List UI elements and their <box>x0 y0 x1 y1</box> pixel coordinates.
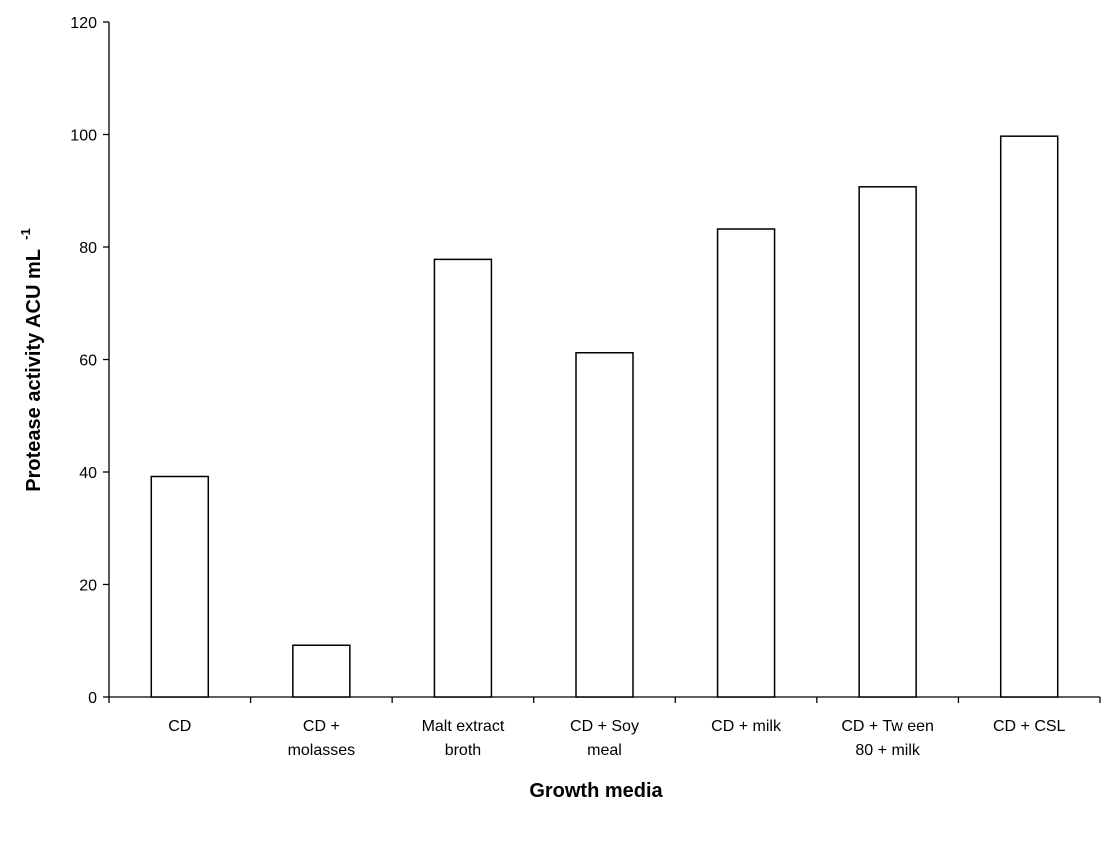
plot-area: 0 20 40 60 80 100 120 CD CD + molasses Malt extra… <box>70 15 1101 759</box>
x-tick-label-line: 80 + milk <box>855 742 920 759</box>
x-tick-label-line: CD + CSL <box>993 718 1066 735</box>
y-tick-label: 0 <box>88 690 97 707</box>
y-axis-title: Protease activity ACU mL -1 <box>18 228 45 491</box>
y-tick-label: 80 <box>79 240 97 257</box>
x-tick-label: Malt extract broth <box>422 718 505 759</box>
bars <box>150 135 1059 698</box>
x-tick-label: CD <box>168 718 191 735</box>
x-tick-label: CD + molasses <box>288 718 356 759</box>
x-tick-label-line: molasses <box>288 742 356 759</box>
x-tick-label-line: meal <box>587 742 622 759</box>
y-axis-title-text: Protease activity ACU mL <box>23 249 45 491</box>
y-tick-label: 120 <box>70 15 97 32</box>
bar <box>999 135 1059 698</box>
x-tick-label-line: CD + Soy <box>570 718 639 735</box>
bar <box>716 228 776 698</box>
x-tick-label: CD + Tw een 80 + milk <box>841 718 934 759</box>
x-tick-label-line: Malt extract <box>422 718 505 735</box>
x-tick-label-line: CD + milk <box>711 718 782 735</box>
x-tick-label: CD + milk <box>711 718 782 735</box>
y-tick-label: 20 <box>79 578 97 595</box>
bar <box>575 352 634 698</box>
y-axis-title-superscript: -1 <box>18 228 33 240</box>
bar <box>858 186 917 698</box>
bar <box>433 258 493 698</box>
x-tick-label: CD + CSL <box>993 718 1066 735</box>
x-axis-title: Growth media <box>529 780 663 802</box>
bar <box>150 475 210 698</box>
x-tick-label-line: CD + Tw een <box>841 718 934 735</box>
x-tick-label-line: broth <box>445 742 481 759</box>
y-tick-label: 40 <box>79 465 97 482</box>
x-tick-label-line: CD + <box>303 718 340 735</box>
x-tick-label: CD + Soy meal <box>570 718 639 759</box>
x-axis-ticks: CD CD + molasses Malt extract broth CD + Soy m… <box>108 697 1101 759</box>
x-tick-label-line: CD <box>168 718 191 735</box>
y-axis-ticks: 0 20 40 60 80 100 120 <box>70 15 109 707</box>
y-tick-label: 100 <box>70 128 97 145</box>
y-tick-label: 60 <box>79 353 97 370</box>
bar <box>292 644 351 698</box>
